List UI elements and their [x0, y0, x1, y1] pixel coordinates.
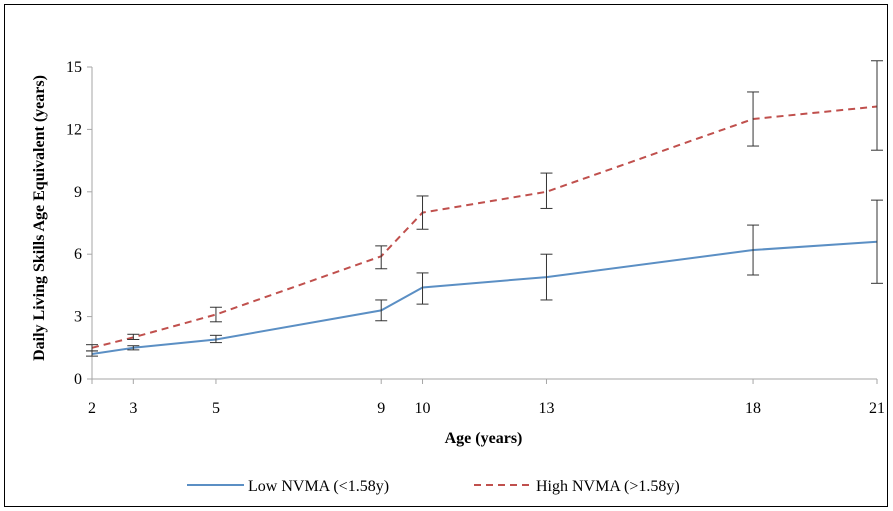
- error-bar: [416, 272, 429, 305]
- y-tick-label: 0: [74, 371, 82, 388]
- error-bars: [86, 60, 883, 357]
- error-bar: [747, 224, 760, 276]
- y-axis-title: Daily Living Skills Age Equivalent (year…: [31, 75, 48, 361]
- labels-layer: 0 3 6 9 12 15 2 3 5 9 10 13 18 21 Age (years) Daily Liv…: [31, 59, 885, 447]
- axes: [87, 66, 878, 384]
- chart-frame: [4, 4, 888, 507]
- x-tick-label: 5: [212, 400, 220, 417]
- y-tick-label: 6: [74, 246, 82, 263]
- error-bar: [127, 345, 140, 351]
- legend-label-high-nvma: High NVMA (>1.58y): [536, 478, 680, 495]
- x-tick-label: 10: [415, 400, 431, 417]
- x-axis-title: Age (years): [445, 430, 523, 447]
- x-tick-label: 9: [377, 400, 385, 417]
- y-tick-label: 9: [74, 184, 82, 201]
- x-tick-label: 13: [538, 400, 554, 417]
- error-bar: [871, 199, 883, 284]
- series-line-2: [91, 105, 878, 349]
- error-bar: [416, 195, 429, 230]
- error-bar: [540, 172, 553, 209]
- x-tick-label: 21: [869, 400, 885, 417]
- series-layer: [91, 105, 878, 356]
- series-line-1: [91, 240, 878, 356]
- error-bar: [540, 253, 553, 301]
- error-bar: [375, 299, 388, 322]
- x-tick-label: 18: [745, 400, 761, 417]
- x-tick-label: 3: [129, 400, 137, 417]
- y-tick-label: 3: [74, 309, 82, 326]
- error-bar: [209, 334, 222, 344]
- legend: Low NVMA (<1.58y) High NVMA (>1.58y): [187, 478, 680, 495]
- error-bar: [209, 306, 222, 323]
- error-bar: [871, 60, 883, 151]
- x-tick-label: 2: [88, 400, 96, 417]
- legend-label-low-nvma: Low NVMA (<1.58y): [248, 478, 389, 495]
- y-tick-label: 15: [66, 59, 82, 76]
- y-tick-label: 12: [66, 121, 82, 138]
- error-bar: [86, 344, 98, 352]
- error-bar: [375, 245, 388, 270]
- error-bar: [747, 91, 760, 147]
- error-bar: [127, 333, 140, 340]
